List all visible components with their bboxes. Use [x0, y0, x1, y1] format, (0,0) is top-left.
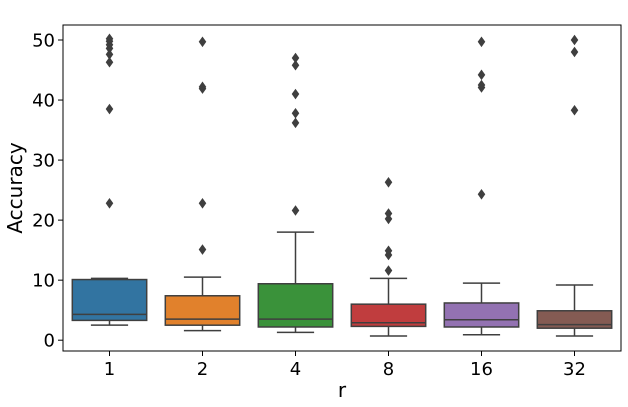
x-tick-label: 4 [290, 359, 301, 380]
box-group-16 [443, 36, 520, 336]
y-tick-label: 0 [44, 331, 55, 352]
outlier-point [198, 81, 207, 93]
y-axis-label: Accuracy [3, 142, 27, 233]
outlier-point [570, 34, 579, 46]
outlier-point [291, 88, 300, 100]
outlier-point [384, 208, 393, 219]
outlier-point [291, 59, 300, 71]
outlier-point [291, 52, 300, 64]
x-axis-label: r [338, 378, 347, 402]
y-tick-label: 40 [32, 91, 55, 112]
outlier-point [105, 198, 114, 209]
box-iqr [257, 283, 334, 328]
y-tick-label: 50 [32, 31, 55, 52]
x-tick-label: 32 [563, 359, 586, 380]
outlier-point [570, 104, 579, 116]
outlier-point [198, 198, 207, 209]
outlier-point [384, 245, 393, 257]
outlier-point [477, 36, 486, 48]
boxes-layer [71, 33, 613, 337]
box-iqr [164, 295, 241, 326]
outlier-point [105, 33, 114, 45]
box-group-4 [257, 52, 334, 334]
y-tick-label: 10 [32, 271, 55, 292]
outlier-point [291, 107, 300, 119]
plot-frame [62, 24, 622, 352]
y-tick-label: 20 [32, 211, 55, 232]
outlier-point [384, 265, 393, 276]
x-tick-label: 1 [104, 359, 115, 380]
outlier-point [477, 189, 486, 200]
outlier-point [384, 177, 393, 188]
box-group-2 [164, 36, 241, 332]
outlier-point [198, 36, 207, 48]
box-iqr [71, 278, 148, 322]
box-iqr [350, 303, 427, 328]
box-iqr [536, 310, 613, 329]
x-tick-label: 16 [470, 359, 493, 380]
outlier-point [291, 205, 300, 216]
outlier-point [570, 46, 579, 58]
box-group-1 [71, 33, 148, 326]
box-group-32 [536, 34, 613, 337]
outlier-point [384, 213, 393, 225]
outlier-point [477, 69, 486, 81]
x-tick-label: 8 [383, 359, 394, 380]
x-tick-label: 2 [197, 359, 208, 380]
y-tick-label: 30 [32, 151, 55, 172]
outlier-point [105, 49, 114, 60]
outlier-point [105, 56, 114, 68]
outlier-point [105, 103, 114, 115]
box-group-8 [350, 177, 427, 337]
axes-layer: 1 2 4 8 16 32 0 10 20 30 40 50 [32, 31, 586, 380]
outlier-point [291, 117, 300, 129]
outlier-point [477, 79, 486, 91]
box-iqr [443, 302, 520, 328]
outlier-point [198, 244, 207, 255]
